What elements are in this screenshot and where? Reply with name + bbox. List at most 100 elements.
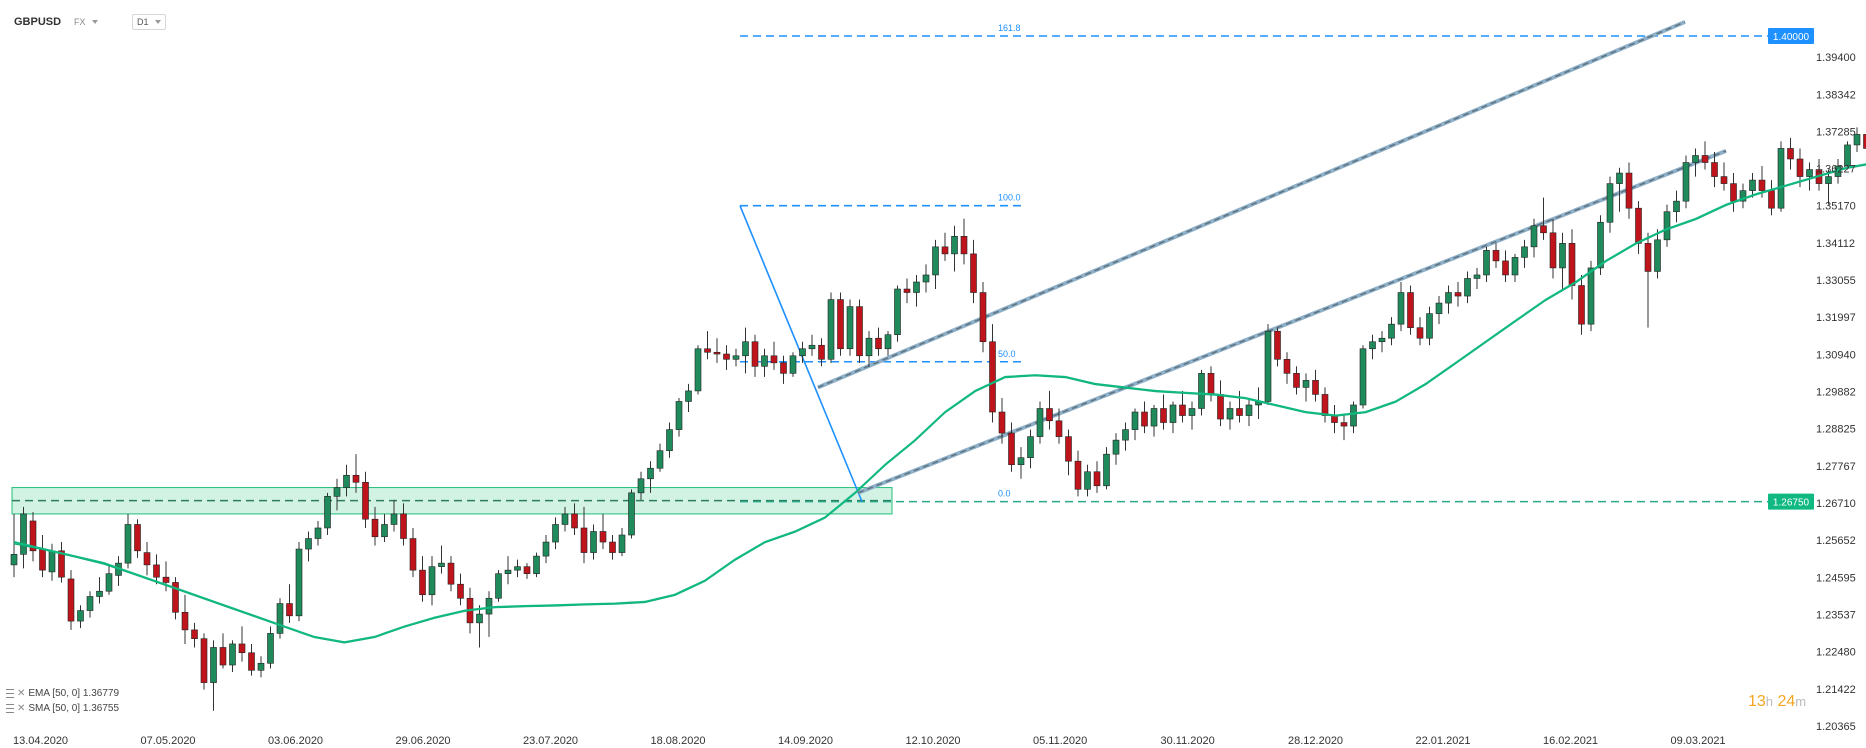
y-tick-label: 1.24595 (1816, 572, 1856, 584)
y-tick-label: 1.35170 (1816, 201, 1856, 213)
candle-body (780, 362, 787, 374)
candle-body (1397, 292, 1405, 325)
candle-body (1027, 436, 1034, 458)
candle-body (105, 573, 113, 592)
candle-body (979, 292, 987, 343)
candle-body (333, 487, 341, 497)
candle-body (1758, 179, 1766, 191)
candle-body (1711, 162, 1718, 177)
timeframe-label: D1 (137, 17, 149, 27)
candle-body (1207, 373, 1215, 395)
list-icon[interactable] (6, 704, 14, 713)
candle-body (219, 647, 227, 666)
candle-body (1274, 330, 1281, 360)
candle-body (1492, 250, 1500, 262)
candle-body (675, 401, 683, 430)
candle-body (267, 633, 274, 664)
candle-body (1587, 267, 1595, 325)
symbol-label[interactable]: GBPUSD (14, 16, 62, 28)
candle-body (381, 524, 388, 538)
y-tick-label: 1.23537 (1816, 610, 1856, 622)
candle-body (666, 429, 673, 451)
x-tick-label: 03.06.2020 (268, 735, 323, 747)
candle-body (200, 638, 208, 683)
x-tick-label: 22.01.2021 (1416, 735, 1471, 747)
candle-body (409, 538, 417, 571)
candle-body (295, 548, 303, 617)
indicator-ema[interactable]: ✕ EMA [50, 0] 1.36779 (6, 688, 119, 699)
candle-body (732, 355, 740, 360)
y-tick-label: 1.31997 (1816, 312, 1856, 324)
timer-hours: 13 (1748, 693, 1766, 710)
x-tick-label: 12.10.2020 (906, 735, 961, 747)
candle-body (1198, 373, 1205, 409)
candle-body (922, 274, 930, 283)
candle-timer: 13h 24m (1748, 693, 1806, 711)
candle-body (1112, 439, 1120, 455)
candle-body (1768, 190, 1775, 209)
candle-body (172, 582, 179, 613)
candle-body (742, 341, 749, 357)
candle-body (58, 550, 65, 578)
close-icon[interactable]: ✕ (17, 703, 26, 714)
y-tick-label: 1.36227 (1816, 164, 1856, 176)
candle-body (685, 390, 692, 402)
candle-body (1483, 250, 1490, 276)
y-tick-label: 1.26710 (1816, 498, 1856, 510)
candle-body (1084, 471, 1091, 490)
y-tick-label: 1.30940 (1816, 349, 1856, 361)
candle-body (343, 474, 350, 488)
candle-body (352, 474, 360, 483)
candle-body (1065, 436, 1072, 462)
candle-body (1312, 380, 1319, 395)
list-icon[interactable] (6, 689, 14, 698)
candle-body (162, 576, 170, 583)
candle-body (1302, 380, 1310, 388)
candle-body (1863, 134, 1866, 149)
y-tick-label: 1.20365 (1816, 721, 1856, 733)
timeframe-selector[interactable]: D1 (132, 14, 166, 30)
market-selector[interactable]: FX (74, 14, 98, 30)
candle-body (10, 554, 18, 566)
candle-body (1454, 292, 1462, 297)
candle-body (590, 531, 597, 553)
candle-body (1426, 313, 1433, 339)
candle-body (1654, 239, 1661, 272)
candle-body (818, 344, 825, 360)
fib-label: 0.0 (998, 489, 1011, 499)
candle-body (1217, 394, 1224, 420)
candle-body (960, 236, 968, 255)
candle-body (694, 348, 702, 392)
candle-body (77, 610, 84, 622)
candle-body (704, 348, 711, 353)
candle-body (1264, 330, 1272, 402)
candle-body (1321, 394, 1329, 416)
candle-body (761, 355, 768, 367)
timer-minutes-unit: m (1795, 694, 1807, 709)
fib-label: 100.0 (998, 193, 1021, 203)
candle-body (723, 353, 730, 360)
candle-body (1644, 243, 1652, 272)
candle-body (1625, 172, 1633, 209)
candle-body (618, 534, 626, 553)
candle-body (1787, 148, 1794, 160)
candle-body (29, 520, 37, 552)
x-tick-label: 28.12.2020 (1288, 735, 1343, 747)
candle-body (1378, 337, 1386, 343)
candle-body (1521, 246, 1528, 258)
candle-body (1739, 190, 1747, 202)
candle-body (48, 550, 56, 573)
close-icon[interactable]: ✕ (17, 688, 26, 699)
x-tick-label: 09.03.2021 (1671, 735, 1726, 747)
candle-body (865, 337, 873, 357)
candle-body (628, 492, 635, 536)
candle-body (153, 564, 160, 578)
candle-body (1283, 359, 1291, 374)
candle-body (656, 450, 664, 469)
indicator-sma[interactable]: ✕ SMA [50, 0] 1.36755 (6, 703, 119, 714)
price-tag-label: 1.40000 (1773, 32, 1810, 43)
timer-minutes: 24 (1777, 693, 1796, 710)
candle-body (1036, 408, 1044, 437)
